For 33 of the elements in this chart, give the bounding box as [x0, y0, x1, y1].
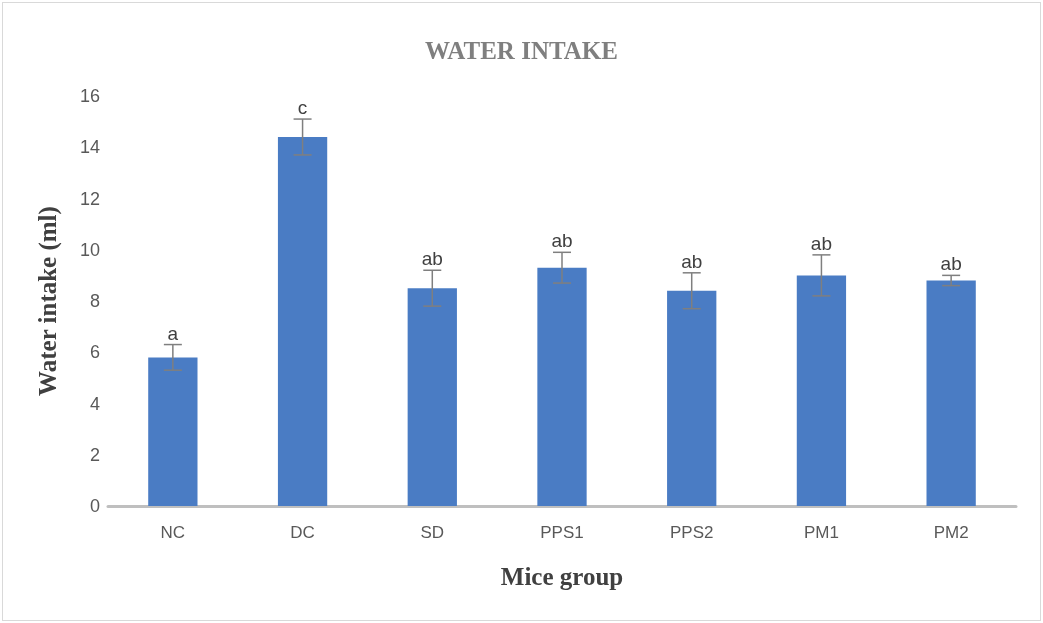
annotation: ab: [421, 248, 443, 270]
x-axis-title: Mice group: [500, 563, 624, 590]
bar: [667, 290, 717, 506]
bar: [926, 280, 976, 506]
x-tick-label: PPS1: [540, 523, 584, 542]
annotation: c: [297, 97, 308, 119]
y-tick-label: 10: [79, 239, 100, 260]
annotation: ab: [681, 250, 703, 272]
x-tick-label: PM1: [803, 523, 839, 542]
bar: [148, 357, 198, 506]
y-tick-label: 8: [89, 291, 100, 311]
annotation: ab: [810, 232, 832, 254]
x-tick-label: SD: [420, 523, 445, 542]
bar: [537, 267, 587, 506]
y-tick-label: 6: [89, 342, 100, 363]
y-axis-title: Water intake (ml): [34, 206, 62, 396]
x-tick-label: PPS2: [669, 523, 714, 542]
y-tick-label: 2: [89, 444, 100, 465]
chart-title: WATER INTAKE: [425, 37, 618, 64]
y-tick-label: 0: [89, 496, 100, 516]
y-tick-label: 12: [79, 188, 100, 209]
y-tick-label: 4: [89, 393, 100, 414]
bar: [277, 137, 328, 506]
x-tick-label: DC: [290, 523, 315, 542]
annotation: ab: [551, 230, 573, 252]
bar: [407, 288, 457, 506]
bar: [796, 275, 847, 506]
x-tick-label: PM2: [933, 523, 969, 542]
x-tick-label: NC: [160, 523, 186, 542]
annotation: a: [167, 322, 179, 344]
y-tick-label: 14: [79, 137, 100, 158]
y-tick-label: 16: [79, 86, 100, 106]
annotation: ab: [940, 253, 962, 275]
